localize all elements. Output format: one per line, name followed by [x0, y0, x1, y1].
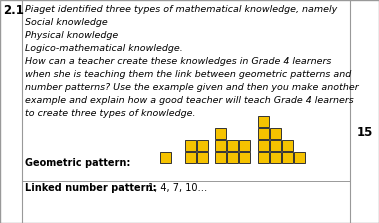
Text: Linked number pattern:: Linked number pattern: [25, 183, 157, 193]
Bar [215, 128, 226, 139]
Bar [227, 152, 238, 163]
Bar [258, 128, 269, 139]
Text: Geometric pattern:: Geometric pattern: [25, 158, 130, 168]
Bar [282, 152, 293, 163]
Bar [197, 152, 208, 163]
Bar [239, 140, 250, 151]
Bar [185, 152, 196, 163]
Text: example and explain how a good teacher will teach Grade 4 learners: example and explain how a good teacher w… [25, 96, 354, 105]
Bar [270, 152, 281, 163]
Bar [197, 140, 208, 151]
Text: Physical knowledge: Physical knowledge [25, 31, 118, 40]
Text: when she is teaching them the link between geometric patterns and: when she is teaching them the link betwe… [25, 70, 351, 79]
Text: to create three types of knowledge.: to create three types of knowledge. [25, 109, 196, 118]
Bar [270, 128, 281, 139]
Text: Social knowledge: Social knowledge [25, 18, 108, 27]
Bar [215, 140, 226, 151]
Text: 1, 4, 7, 10…: 1, 4, 7, 10… [148, 183, 207, 193]
Bar [227, 140, 238, 151]
Bar [239, 152, 250, 163]
Text: How can a teacher create these knowledges in Grade 4 learners: How can a teacher create these knowledge… [25, 57, 331, 66]
Bar [294, 152, 305, 163]
Bar [258, 152, 269, 163]
Bar [258, 140, 269, 151]
Bar [215, 152, 226, 163]
Text: number patterns? Use the example given and then you make another: number patterns? Use the example given a… [25, 83, 359, 92]
Text: Logico-mathematical knowledge.: Logico-mathematical knowledge. [25, 44, 183, 53]
Bar [258, 116, 269, 127]
Bar [160, 152, 171, 163]
Bar [185, 140, 196, 151]
Text: Piaget identified three types of mathematical knowledge, namely: Piaget identified three types of mathema… [25, 5, 337, 14]
Text: 15: 15 [356, 126, 373, 140]
Bar [270, 140, 281, 151]
Text: 2.1: 2.1 [3, 4, 24, 17]
Bar [282, 140, 293, 151]
